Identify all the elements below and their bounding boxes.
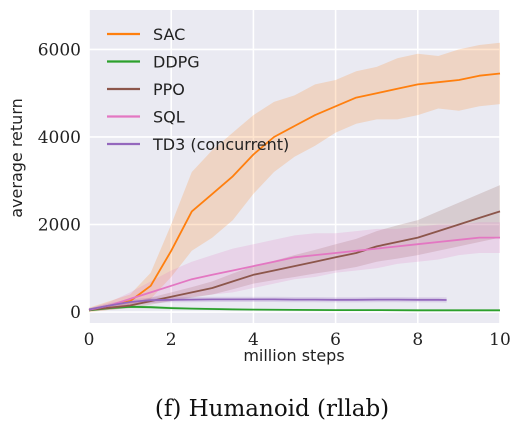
y-tick-label: 6000	[38, 40, 81, 60]
y-tick-labels: 0 2000 4000 6000	[38, 40, 81, 323]
sac-band	[89, 42, 500, 313]
x-tick-label: 4	[248, 330, 259, 350]
legend: SAC DDPG PPO SQL TD3 (concurrent)	[107, 25, 289, 154]
series-lines	[88, 72, 501, 312]
grid	[88, 10, 501, 323]
y-tick-label: 2000	[38, 216, 81, 236]
td3-concurrent-line	[88, 298, 447, 311]
td3-concurrent-legend-label: TD3 (concurrent)	[152, 135, 289, 154]
sac-line	[88, 72, 501, 311]
y-tick-label: 0	[70, 303, 81, 323]
ppo-band	[89, 185, 500, 312]
sql-line	[88, 236, 500, 311]
sql-legend-label: SQL	[153, 108, 185, 127]
plot-background	[89, 10, 500, 323]
x-tick-label: 0	[84, 330, 95, 350]
sac-legend-label: SAC	[153, 25, 185, 44]
y-tick-label: 4000	[38, 128, 81, 148]
x-tick-labels: 0 2 4 6 8 10	[84, 330, 511, 350]
ppo-legend-label: PPO	[153, 80, 185, 99]
x-axis-label: million steps	[243, 346, 344, 365]
y-axis-label: average return	[7, 98, 26, 218]
ddpg-legend-label: DDPG	[153, 53, 200, 72]
x-tick-label: 6	[330, 330, 341, 350]
x-tick-label: 8	[412, 330, 423, 350]
x-tick-label: 10	[489, 330, 511, 350]
x-tick-label: 2	[166, 330, 177, 350]
figure-caption: (f) Humanoid (rllab)	[155, 396, 389, 422]
ddpg-line	[88, 305, 500, 312]
